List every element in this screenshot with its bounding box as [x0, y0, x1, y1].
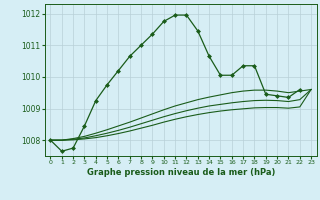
X-axis label: Graphe pression niveau de la mer (hPa): Graphe pression niveau de la mer (hPa) [87, 168, 275, 177]
